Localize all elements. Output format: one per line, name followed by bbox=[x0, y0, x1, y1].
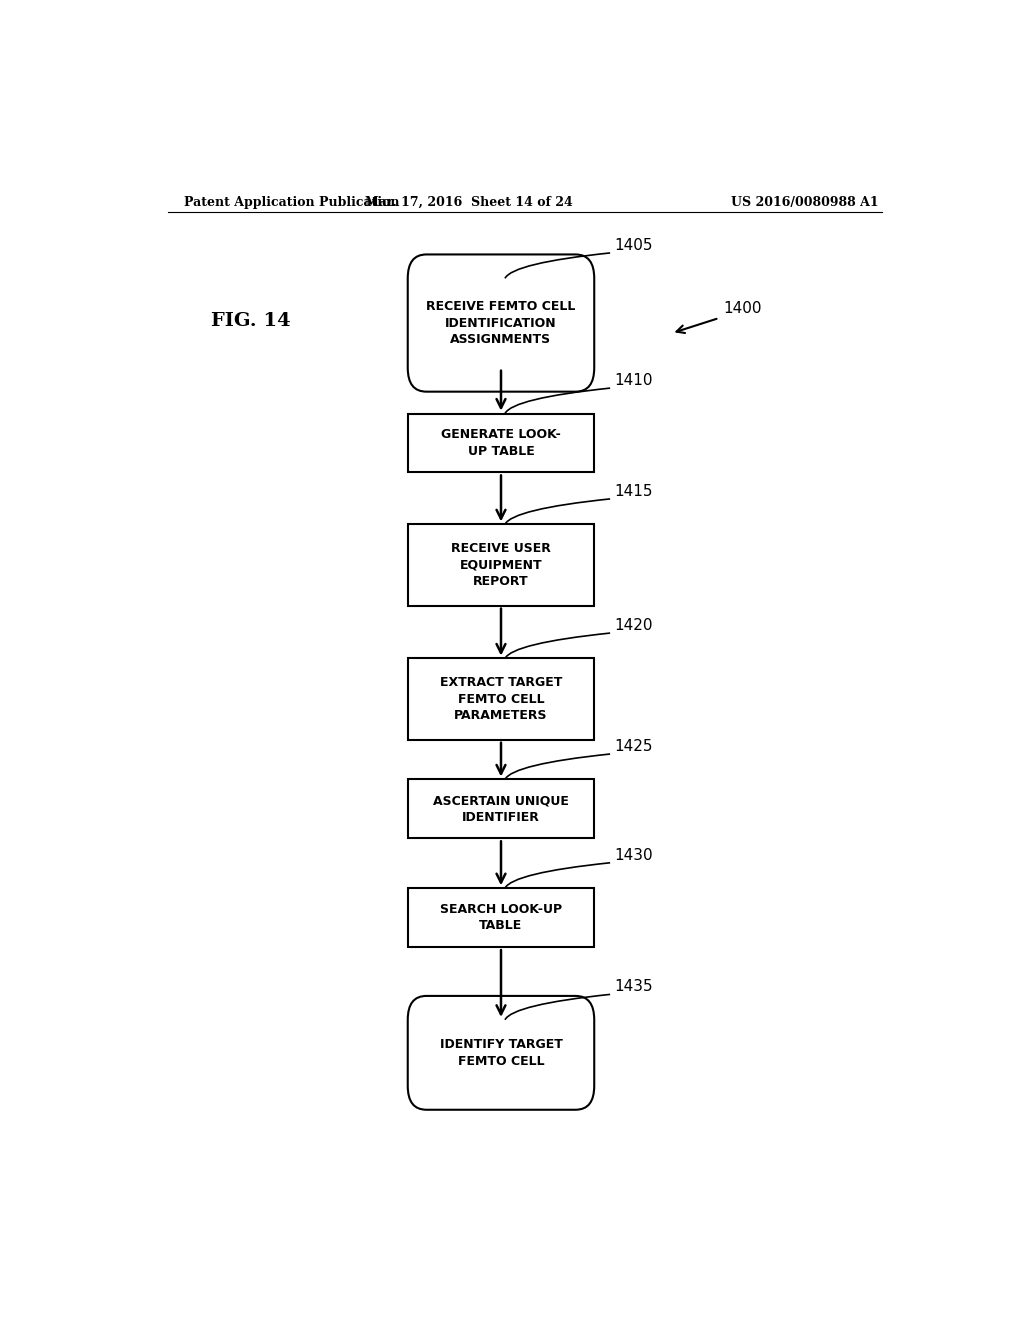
Text: ASCERTAIN UNIQUE
IDENTIFIER: ASCERTAIN UNIQUE IDENTIFIER bbox=[433, 795, 569, 824]
Text: 1410: 1410 bbox=[614, 374, 652, 388]
Text: 1435: 1435 bbox=[614, 979, 652, 994]
Text: EXTRACT TARGET
FEMTO CELL
PARAMETERS: EXTRACT TARGET FEMTO CELL PARAMETERS bbox=[439, 676, 562, 722]
FancyBboxPatch shape bbox=[408, 255, 594, 392]
Text: 1430: 1430 bbox=[614, 847, 652, 863]
Bar bbox=[408, 413, 594, 473]
Text: US 2016/0080988 A1: US 2016/0080988 A1 bbox=[731, 195, 879, 209]
Text: RECEIVE USER
EQUIPMENT
REPORT: RECEIVE USER EQUIPMENT REPORT bbox=[451, 543, 551, 587]
Text: Mar. 17, 2016  Sheet 14 of 24: Mar. 17, 2016 Sheet 14 of 24 bbox=[366, 195, 573, 209]
Bar bbox=[408, 779, 594, 838]
Bar bbox=[408, 888, 594, 948]
Text: RECEIVE FEMTO CELL
IDENTIFICATION
ASSIGNMENTS: RECEIVE FEMTO CELL IDENTIFICATION ASSIGN… bbox=[426, 300, 575, 346]
Text: 1420: 1420 bbox=[614, 618, 652, 634]
Text: IDENTIFY TARGET
FEMTO CELL: IDENTIFY TARGET FEMTO CELL bbox=[439, 1038, 562, 1068]
Text: GENERATE LOOK-
UP TABLE: GENERATE LOOK- UP TABLE bbox=[441, 428, 561, 458]
Text: FIG. 14: FIG. 14 bbox=[211, 312, 291, 330]
Bar bbox=[408, 524, 594, 606]
Text: 1400: 1400 bbox=[723, 301, 762, 315]
Text: Patent Application Publication: Patent Application Publication bbox=[183, 195, 399, 209]
Bar bbox=[408, 659, 594, 739]
Text: 1405: 1405 bbox=[614, 238, 652, 253]
Text: SEARCH LOOK-UP
TABLE: SEARCH LOOK-UP TABLE bbox=[440, 903, 562, 932]
Text: 1425: 1425 bbox=[614, 739, 652, 754]
Text: 1415: 1415 bbox=[614, 484, 652, 499]
FancyBboxPatch shape bbox=[408, 995, 594, 1110]
